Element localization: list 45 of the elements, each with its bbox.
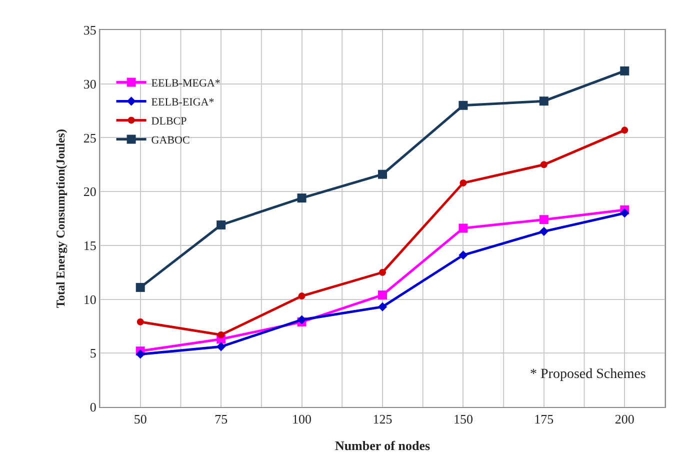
point (620, 208, 630, 218)
point (216, 342, 226, 352)
y-tick-label: 35 (83, 22, 96, 38)
x-tick-label: 150 (453, 412, 473, 427)
y-tick-label: 0 (90, 400, 96, 415)
point (458, 100, 468, 110)
point (539, 226, 548, 236)
x-tick-label: 200 (614, 412, 634, 427)
legend-label: EELB-EIGA* (151, 96, 214, 108)
point (621, 126, 628, 134)
y-axis-title: Total Energy Consumption(Joules) (54, 129, 68, 308)
point (297, 194, 306, 203)
point (136, 318, 144, 326)
y-tick-label: 10 (83, 292, 96, 307)
x-tick-label: 75 (214, 412, 228, 427)
x-tick-label: 100 (292, 412, 312, 427)
y-tick-label: 25 (83, 130, 96, 146)
point (378, 170, 387, 179)
point (458, 224, 468, 233)
point (136, 282, 145, 292)
point (136, 350, 145, 359)
legend-label: GABOC (151, 134, 190, 146)
point (458, 250, 468, 260)
x-tick-label: 125 (372, 412, 392, 427)
x-tick-label: 50 (134, 412, 147, 427)
point (539, 215, 548, 224)
annotation: * Proposed Schemes (530, 367, 646, 382)
x-tick-label: 175 (534, 412, 554, 427)
legend-label: DLBCP (151, 115, 187, 128)
point (460, 179, 467, 186)
point (218, 331, 225, 338)
y-tick-label: 20 (83, 184, 96, 200)
point (378, 302, 388, 312)
y-tick-label: 5 (90, 346, 96, 361)
point (298, 292, 306, 300)
point (540, 161, 548, 168)
point (539, 96, 548, 106)
y-tick-label: 30 (83, 76, 96, 92)
point (216, 220, 226, 230)
y-tick-label: 15 (83, 238, 96, 253)
point (620, 66, 630, 76)
point (379, 268, 386, 276)
point (378, 290, 387, 300)
legend-label: EELB-MEGA* (151, 77, 220, 90)
x-axis-title: Number of nodes (334, 438, 430, 454)
